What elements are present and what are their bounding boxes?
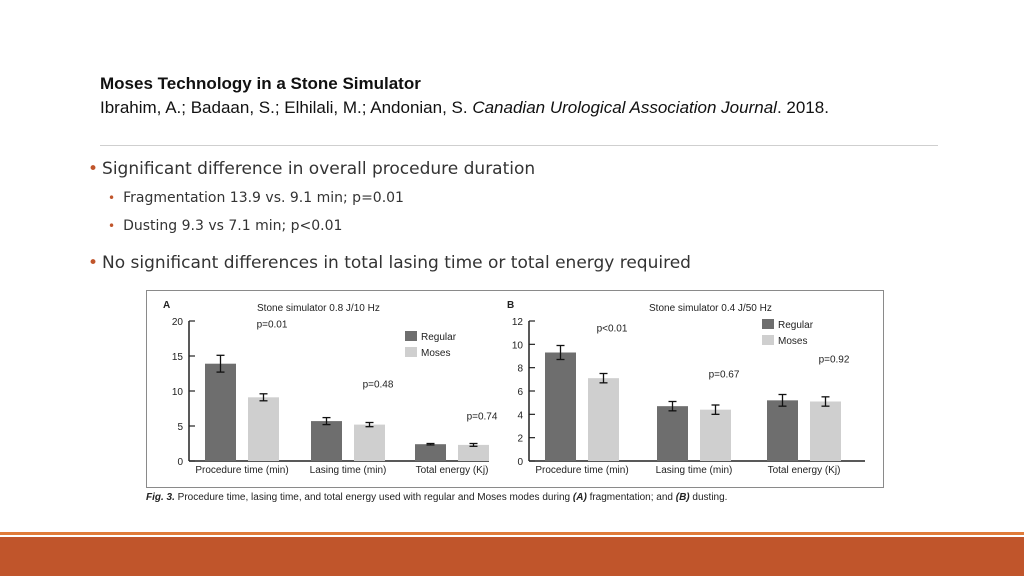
bar-moses (588, 378, 619, 461)
p-value-annotation: p<0.01 (597, 324, 628, 335)
bar-moses (458, 444, 489, 461)
caption-fig-label: Fig. 3. (146, 492, 175, 503)
p-value-annotation: p=0.01 (257, 319, 288, 330)
bar-moses (354, 424, 385, 461)
citation: Ibrahim, A.; Badaan, S.; Elhilali, M.; A… (100, 96, 940, 120)
panel-label: B (507, 300, 514, 311)
caption-text: Procedure time, lasing time, and total e… (174, 492, 573, 503)
footer-bar (0, 537, 1024, 576)
bar-regular (545, 352, 576, 461)
y-tick-label: 0 (177, 457, 183, 468)
citation-year: . 2018. (776, 98, 829, 117)
y-tick-label: 10 (512, 340, 524, 351)
y-tick-label: 8 (517, 364, 523, 375)
legend-swatch (762, 335, 774, 345)
caption-b: (B) (675, 492, 690, 503)
legend-swatch (405, 347, 417, 357)
bullet-list: • Significant difference in overall proce… (88, 158, 988, 274)
x-tick-label: Procedure time (min) (535, 465, 628, 476)
y-tick-label: 15 (172, 352, 184, 363)
bar-moses (700, 409, 731, 461)
bullet-text: Significant difference in overall proced… (102, 159, 536, 179)
bullet-icon: • (88, 253, 99, 273)
y-tick-label: 12 (512, 317, 524, 328)
bar-moses (248, 397, 279, 461)
header-divider (100, 145, 938, 146)
bar-regular (657, 406, 688, 461)
y-tick-label: 2 (517, 434, 523, 445)
x-tick-label: Total energy (Kj) (416, 465, 489, 476)
x-tick-label: Procedure time (min) (195, 465, 288, 476)
legend-label: Regular (421, 332, 457, 343)
x-tick-label: Lasing time (min) (656, 465, 733, 476)
x-tick-label: Total energy (Kj) (768, 465, 841, 476)
caption-a: (A) (572, 492, 587, 503)
y-tick-label: 6 (517, 387, 523, 398)
bullet-text: No significant differences in total lasi… (102, 253, 691, 273)
sub-bullet-text: Fragmentation 13.9 vs. 9.1 min; p=0.01 (123, 190, 404, 206)
bullet-icon: • (108, 219, 116, 233)
citation-authors: Ibrahim, A.; Badaan, S.; Elhilali, M.; A… (100, 98, 473, 117)
footer-accent-line (0, 532, 1024, 535)
chart-title: Stone simulator 0.4 J/50 Hz (649, 303, 772, 314)
panel-label: A (163, 300, 170, 311)
bullet-item: • Significant difference in overall proce… (88, 158, 988, 180)
p-value-annotation: p=0.74 (467, 412, 498, 423)
chart-figure: A Stone simulator 0.8 J/10 Hz05101520Proc… (163, 300, 865, 476)
bar-regular (767, 400, 798, 461)
y-tick-label: 0 (517, 457, 523, 468)
slide-title: Moses Technology in a Stone Simulator (100, 74, 421, 93)
bar-regular (311, 421, 342, 461)
x-tick-label: Lasing time (min) (310, 465, 387, 476)
y-tick-label: 20 (172, 317, 184, 328)
caption-text: fragmentation; and (586, 492, 676, 503)
figure-caption: Fig. 3. Procedure time, lasing time, and… (146, 492, 882, 503)
legend-label: Moses (421, 348, 450, 359)
p-value-annotation: p=0.92 (819, 355, 850, 366)
bullet-icon: • (108, 191, 116, 205)
bullet-item: • No significant differences in total las… (88, 252, 988, 274)
citation-journal: Canadian Urological Association Journal (472, 98, 777, 117)
sub-bullet-item: • Fragmentation 13.9 vs. 9.1 min; p=0.01 (108, 188, 988, 208)
sub-bullet-item: • Dusting 9.3 vs 7.1 min; p<0.01 (108, 216, 988, 236)
caption-text: dusting. (689, 492, 728, 503)
chart-title: Stone simulator 0.8 J/10 Hz (257, 303, 380, 314)
bar-regular (205, 363, 236, 461)
y-tick-label: 4 (517, 410, 523, 421)
legend-label: Regular (778, 320, 814, 331)
legend-swatch (405, 331, 417, 341)
legend-label: Moses (778, 336, 807, 347)
figure-panel: A Stone simulator 0.8 J/10 Hz 0 5 10 15 20 Proc… (146, 290, 884, 488)
y-tick-label: 5 (177, 422, 183, 433)
bar-moses (810, 401, 841, 461)
sub-bullet-text: Dusting 9.3 vs 7.1 min; p<0.01 (123, 218, 343, 234)
p-value-annotation: p=0.67 (709, 370, 740, 381)
p-value-annotation: p=0.48 (363, 380, 394, 391)
bar-regular (415, 444, 446, 461)
y-tick-label: 10 (172, 387, 184, 398)
legend-swatch (762, 319, 774, 329)
bullet-icon: • (88, 159, 99, 179)
slide-header: Moses Technology in a Stone Simulator Ib… (100, 72, 940, 120)
